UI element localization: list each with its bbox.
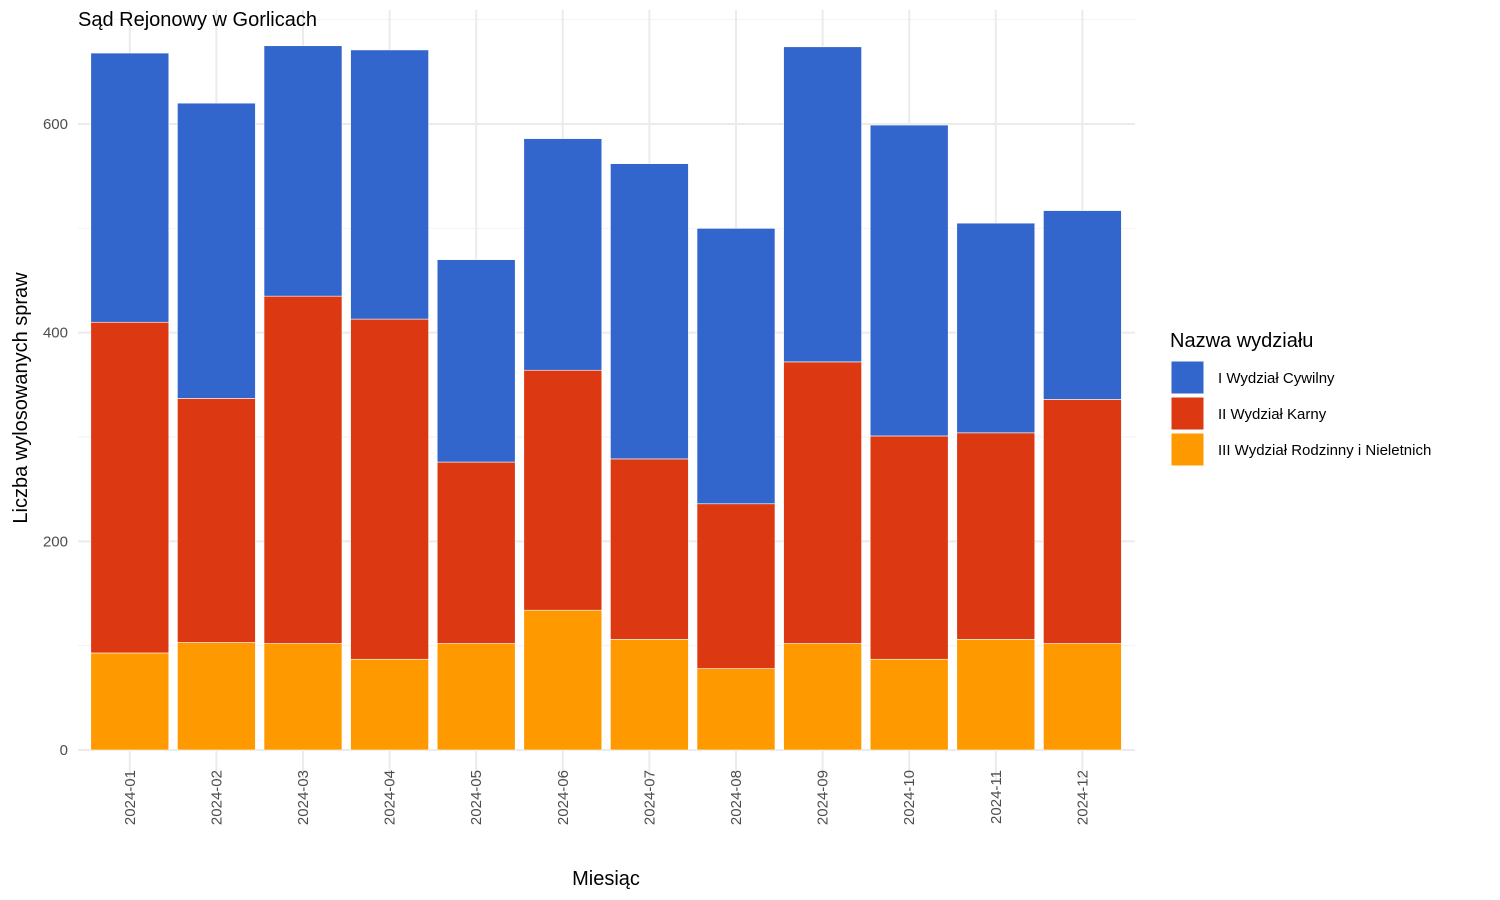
bar-segment [869,658,949,751]
bar-segment [696,228,776,505]
bar-segment [1043,643,1122,751]
x-axis-title: Miesiąc [572,868,640,890]
x-tick-label: 2024-05 [468,770,485,825]
chart-title: Sąd Rejonowy w Gorlicach [78,9,317,31]
bar-segment [263,295,343,644]
bar-segment [90,652,170,751]
bar-segment [90,321,170,654]
legend-label: III Wydział Rodzinny i Nieletnich [1218,442,1431,459]
bar-segment [263,643,343,751]
y-tick-label: 400 [43,325,68,342]
bars [90,45,1122,751]
legend: Nazwa wydziału I Wydział Cywilny II Wydzi… [1170,330,1431,467]
x-tick-label: 2024-04 [382,770,399,825]
bar-segment [696,503,776,669]
bar-segment [610,458,689,640]
legend-label: II Wydział Karny [1218,406,1327,423]
x-tick-label: 2024-11 [988,770,1005,824]
bar-segment [523,138,603,371]
bar-segment [783,643,862,751]
bar-segment [436,461,516,644]
x-tick-label: 2024-08 [728,770,745,825]
legend-items: I Wydział Cywilny II Wydział Karny III Wyd… [1170,360,1431,467]
bar-segment [350,658,429,751]
bar-segment [350,49,429,320]
x-tick-label: 2024-03 [295,770,312,825]
y-tick-label: 0 [60,742,68,759]
bar-segment [783,361,862,644]
bar-segment [263,45,343,297]
bar-segment [956,222,1036,434]
bar-segment [177,398,256,643]
bar-segment [436,643,516,751]
bar-segment [90,52,170,323]
x-tick-label: 2024-07 [641,770,658,825]
legend-key [1170,396,1205,431]
bar-segment [956,639,1036,751]
bar-segment [177,642,256,751]
y-axis-ticks: 0 200 400 600 [43,116,68,759]
legend-title: Nazwa wydziału [1170,330,1313,352]
legend-key [1170,432,1205,467]
x-tick-label: 2024-12 [1074,770,1091,825]
bar-segment [1043,399,1122,644]
y-tick-label: 200 [43,533,68,550]
x-axis-ticks: 2024-01 2024-02 2024-03 2024-04 2024-05 2024-… [122,770,1092,825]
legend-label: I Wydział Cywilny [1218,370,1335,387]
bar-segment [177,102,256,399]
bar-segment [956,432,1036,640]
bar-segment [696,668,776,751]
y-axis-title: Liczba wylosowanych spraw [10,272,32,524]
bar-segment [783,46,862,363]
x-tick-label: 2024-10 [901,770,918,825]
bar-segment [869,435,949,660]
x-tick-label: 2024-09 [815,770,832,825]
bar-segment [869,124,949,437]
bar-segment [436,259,516,463]
bar-segment [523,609,603,751]
y-tick-label: 600 [43,116,68,133]
bar-segment [350,318,429,660]
x-tick-label: 2024-06 [555,770,572,825]
bar-segment [1043,210,1122,400]
x-tick-label: 2024-01 [122,770,139,825]
x-tick-label: 2024-02 [208,770,225,825]
bar-segment [523,369,603,611]
bar-segment [610,163,689,460]
legend-key [1170,360,1205,395]
bar-segment [610,639,689,751]
